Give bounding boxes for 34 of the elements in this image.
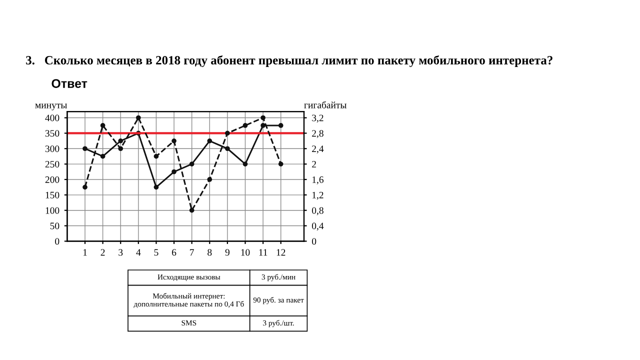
y-tick-label: 250 [45, 160, 60, 168]
x-tick-label: 7 [190, 249, 194, 256]
y2-axis-title: гигабайты [304, 101, 347, 108]
x-tick-label: 1 [83, 249, 87, 256]
x-tick-label: 10 [241, 249, 250, 256]
x-tick-label: 11 [259, 249, 268, 256]
x-tick-label: 12 [276, 249, 286, 256]
x-tick-label: 5 [154, 249, 158, 256]
x-tick-label: 3 [118, 249, 123, 256]
y-tick-label: 150 [46, 192, 60, 198]
y-tick-label: 400 [45, 114, 60, 122]
y-tick-label: 100 [46, 207, 60, 214]
x-tick-label: 4 [136, 249, 141, 256]
chart-title: 3. Сколько месяцев в 2018 году абонент превышал лимит по пакету мобильного интернета? [26, 55, 552, 68]
y2-tick-label: 2 [312, 160, 316, 168]
y-tick-label: 300 [45, 146, 60, 152]
y2-tick-label: 3,2 [312, 114, 324, 123]
text: Ответ [52, 79, 88, 88]
x-tick-label: 6 [172, 249, 176, 256]
y2-tick-label: 2,8 [312, 130, 324, 138]
y-tick-label: 50 [50, 222, 60, 230]
y-tick-label: 350 [45, 130, 60, 137]
y-axis-title: минуты [35, 104, 67, 110]
y2-tick-label: 0,4 [312, 222, 324, 231]
y-tick-label: 200 [45, 176, 60, 183]
y2-tick-label: 1,2 [312, 192, 324, 200]
x-tick-label: 2 [100, 249, 105, 256]
y2-tick-label: 1,6 [312, 176, 324, 184]
x-tick-label: 8 [208, 249, 212, 256]
y-tick-label: 0 [55, 238, 60, 245]
y2-tick-label: 2,4 [312, 146, 324, 154]
x-tick-label: 9 [225, 249, 230, 256]
y2-tick-label: 0,8 [312, 207, 324, 216]
y2-tick-label: 0 [312, 238, 316, 245]
